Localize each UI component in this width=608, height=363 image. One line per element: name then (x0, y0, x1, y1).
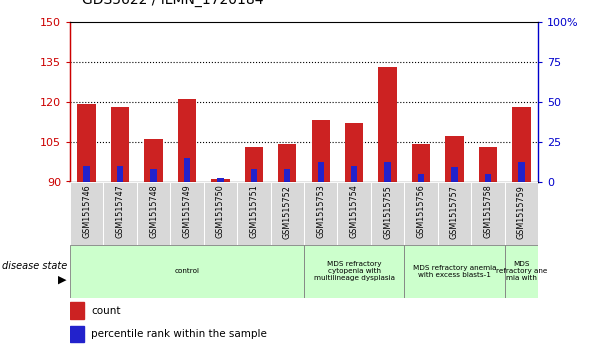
Bar (77, 104, 96, 182)
Bar (184, 158, 190, 182)
Text: count: count (91, 306, 120, 316)
Bar (278, 144, 297, 182)
Bar (178, 99, 196, 182)
Text: MDS refractory
cytopenia with
multilineage dysplasia: MDS refractory cytopenia with multilinea… (314, 261, 395, 281)
Text: GDS5622 / ILMN_1720184: GDS5622 / ILMN_1720184 (82, 0, 264, 7)
Bar (311, 120, 330, 182)
Text: GSM1515747: GSM1515747 (116, 185, 125, 238)
Bar (211, 179, 230, 182)
FancyBboxPatch shape (103, 182, 137, 245)
Bar (378, 67, 397, 182)
Text: GSM1515753: GSM1515753 (316, 185, 325, 238)
Bar (70, 326, 84, 343)
Bar (317, 162, 324, 182)
Text: disease state: disease state (2, 261, 67, 271)
Bar (512, 107, 531, 182)
Text: GSM1515754: GSM1515754 (350, 185, 359, 238)
FancyBboxPatch shape (70, 182, 103, 245)
Text: MDS refractory anemia
with excess blasts-1: MDS refractory anemia with excess blasts… (413, 265, 496, 278)
Bar (384, 162, 391, 182)
FancyBboxPatch shape (204, 182, 237, 245)
Bar (111, 107, 130, 182)
Text: GSM1515751: GSM1515751 (249, 185, 258, 238)
Text: GSM1515748: GSM1515748 (149, 185, 158, 238)
Bar (284, 169, 291, 182)
Bar (250, 169, 257, 182)
Text: MDS
refractory ane
mia with: MDS refractory ane mia with (496, 261, 547, 281)
Bar (150, 169, 157, 182)
Text: GSM1515752: GSM1515752 (283, 185, 292, 238)
FancyBboxPatch shape (170, 182, 204, 245)
Bar (445, 136, 464, 182)
FancyBboxPatch shape (137, 182, 170, 245)
Bar (412, 144, 430, 182)
Bar (418, 174, 424, 182)
Bar (478, 147, 497, 182)
Text: GSM1515759: GSM1515759 (517, 185, 526, 238)
Text: percentile rank within the sample: percentile rank within the sample (91, 330, 267, 339)
Text: control: control (174, 268, 199, 274)
Text: GSM1515749: GSM1515749 (182, 185, 192, 238)
Text: GSM1515757: GSM1515757 (450, 185, 459, 238)
Text: GSM1515758: GSM1515758 (483, 185, 492, 238)
Bar (451, 167, 458, 182)
Bar (217, 178, 224, 182)
Text: GSM1515756: GSM1515756 (416, 185, 426, 238)
Text: GSM1515746: GSM1515746 (82, 185, 91, 238)
FancyBboxPatch shape (404, 182, 438, 245)
FancyBboxPatch shape (505, 245, 538, 298)
Bar (144, 139, 163, 182)
FancyBboxPatch shape (438, 182, 471, 245)
Text: GSM1515755: GSM1515755 (383, 185, 392, 238)
Text: GSM1515750: GSM1515750 (216, 185, 225, 238)
Bar (83, 166, 90, 182)
Bar (351, 166, 358, 182)
FancyBboxPatch shape (304, 245, 404, 298)
FancyBboxPatch shape (271, 182, 304, 245)
Bar (518, 162, 525, 182)
FancyBboxPatch shape (304, 182, 337, 245)
FancyBboxPatch shape (505, 182, 538, 245)
FancyBboxPatch shape (237, 182, 271, 245)
Text: ▶: ▶ (58, 274, 67, 284)
Bar (345, 123, 364, 182)
Bar (117, 166, 123, 182)
Bar (70, 302, 84, 319)
FancyBboxPatch shape (471, 182, 505, 245)
FancyBboxPatch shape (337, 182, 371, 245)
FancyBboxPatch shape (404, 245, 505, 298)
Bar (244, 147, 263, 182)
FancyBboxPatch shape (371, 182, 404, 245)
Bar (485, 174, 491, 182)
FancyBboxPatch shape (70, 245, 304, 298)
